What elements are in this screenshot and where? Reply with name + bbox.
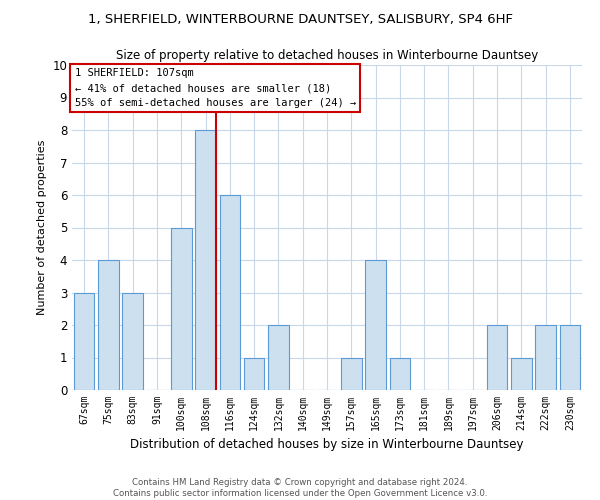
Bar — [487, 325, 508, 390]
Bar — [74, 292, 94, 390]
Bar — [244, 358, 265, 390]
Bar — [535, 325, 556, 390]
Title: Size of property relative to detached houses in Winterbourne Dauntsey: Size of property relative to detached ho… — [116, 50, 538, 62]
Text: Contains HM Land Registry data © Crown copyright and database right 2024.
Contai: Contains HM Land Registry data © Crown c… — [113, 478, 487, 498]
Bar — [220, 195, 240, 390]
Bar — [389, 358, 410, 390]
Bar — [195, 130, 216, 390]
Bar — [365, 260, 386, 390]
Y-axis label: Number of detached properties: Number of detached properties — [37, 140, 47, 315]
Text: 1, SHERFIELD, WINTERBOURNE DAUNTSEY, SALISBURY, SP4 6HF: 1, SHERFIELD, WINTERBOURNE DAUNTSEY, SAL… — [88, 12, 512, 26]
Bar — [171, 228, 191, 390]
Bar — [341, 358, 362, 390]
Bar — [268, 325, 289, 390]
X-axis label: Distribution of detached houses by size in Winterbourne Dauntsey: Distribution of detached houses by size … — [130, 438, 524, 452]
Bar — [511, 358, 532, 390]
Bar — [560, 325, 580, 390]
Bar — [122, 292, 143, 390]
Bar — [98, 260, 119, 390]
Text: 1 SHERFIELD: 107sqm
← 41% of detached houses are smaller (18)
55% of semi-detach: 1 SHERFIELD: 107sqm ← 41% of detached ho… — [74, 68, 356, 108]
